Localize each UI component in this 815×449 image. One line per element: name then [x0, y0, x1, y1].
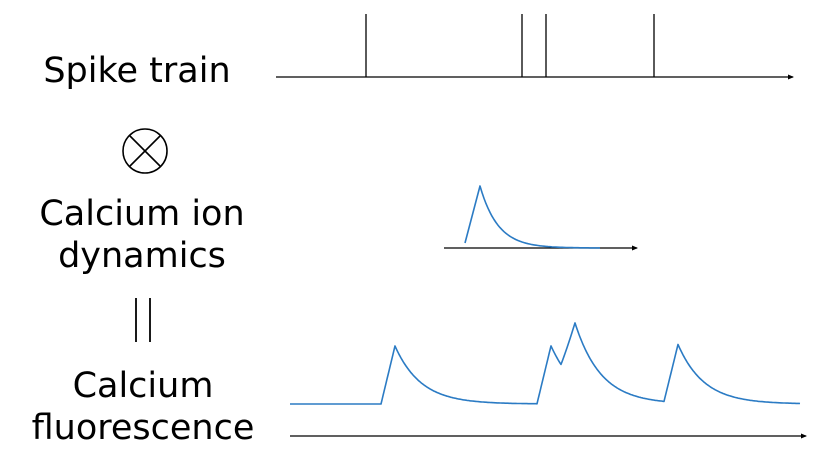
spike-train-text: Spike train: [43, 51, 231, 91]
calcium-fluorescence-trace: [290, 322, 801, 405]
equals-operator-icon: [135, 298, 151, 342]
convolution-operator-icon: [122, 128, 168, 174]
dynamics-text: dynamics: [58, 236, 226, 276]
fluorescence-text: fluorescence: [31, 408, 255, 448]
calcium-ion-text: Calcium ion: [39, 194, 245, 234]
calcium-text: Calcium: [72, 366, 214, 406]
calcium-ion-dynamics-label: Calcium ion dynamics: [20, 193, 264, 277]
spike-train-label: Spike train: [30, 50, 244, 92]
calcium-kernel-trace: [464, 185, 600, 249]
calcium-fluorescence-label: Calcium fluorescence: [14, 365, 272, 449]
